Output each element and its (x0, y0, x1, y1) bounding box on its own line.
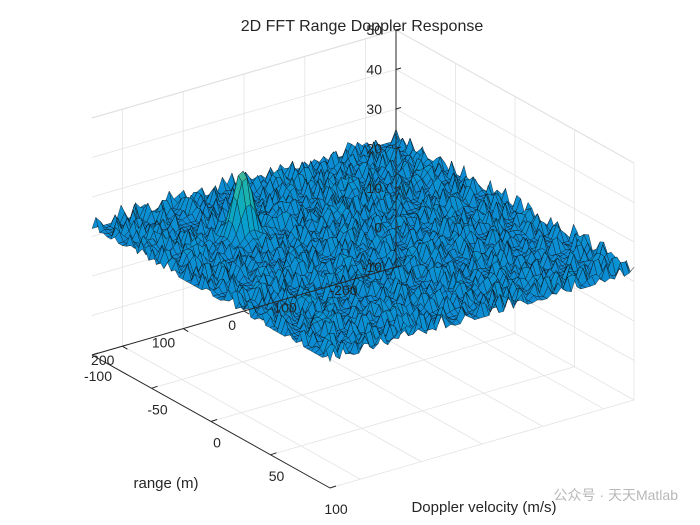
left-wall-grid-z (91, 29, 397, 119)
z-tick-mark (395, 146, 402, 149)
z-tick-mark (395, 265, 402, 268)
right-wall-grid-z (395, 69, 635, 203)
y-tick-label: -200 (330, 282, 358, 298)
z-tick-mark (395, 225, 402, 228)
chart-title: 2D FFT Range Doppler Response (241, 18, 484, 35)
z-tick-label: 10 (366, 180, 382, 196)
watermark: 公众号 · 天天Matlab (554, 487, 679, 503)
z-tick-label: 50 (366, 22, 382, 38)
surface-patch (326, 343, 336, 363)
y-tick-label: 200 (91, 352, 115, 368)
z-tick-label: -10 (362, 259, 382, 275)
z-tick-label: 0 (374, 220, 382, 236)
x-tick-label: 50 (269, 468, 285, 484)
surface-mesh (91, 128, 635, 363)
z-tick-mark (395, 107, 402, 110)
y-tick-mark (365, 275, 371, 280)
x-tick-label: -50 (147, 401, 167, 417)
x-tick-mark (151, 385, 158, 389)
z-tick-mark (395, 186, 402, 189)
left-wall-grid-z (91, 69, 397, 158)
y-tick-label: 100 (152, 335, 176, 351)
z-tick-label: 40 (366, 62, 382, 78)
floor-grid-y (183, 328, 422, 462)
z-tick-label: 30 (366, 101, 382, 117)
y-tick-mark (182, 328, 189, 333)
x-axis-label: Doppler velocity (m/s) (411, 499, 556, 516)
floor-grid-y (122, 345, 361, 480)
left-wall-grid-z (91, 108, 397, 198)
tick-labels: -1001020304050-200-1000100200-100-500501… (84, 22, 382, 517)
x-tick-mark (329, 485, 337, 489)
z-tick-mark (395, 67, 402, 70)
x-tick-label: 100 (324, 501, 348, 517)
x-tick-mark (270, 452, 277, 456)
y-axis-label: range (m) (133, 475, 198, 492)
y-tick-mark (243, 310, 250, 315)
y-tick-label: -100 (269, 299, 297, 315)
x-tick-mark (210, 419, 218, 422)
z-tick-label: 20 (366, 141, 382, 157)
y-tick-mark (122, 345, 128, 350)
x-tick-label: 0 (213, 435, 221, 451)
x-tick-label: -100 (84, 368, 112, 384)
x-tick-mark (91, 352, 99, 356)
right-wall-grid-z (395, 108, 635, 243)
axes-lines (91, 28, 402, 489)
y-tick-mark (304, 292, 311, 297)
z-tick-mark (395, 28, 402, 31)
y-tick-label: 0 (228, 317, 236, 333)
right-wall-grid-z (395, 29, 635, 164)
